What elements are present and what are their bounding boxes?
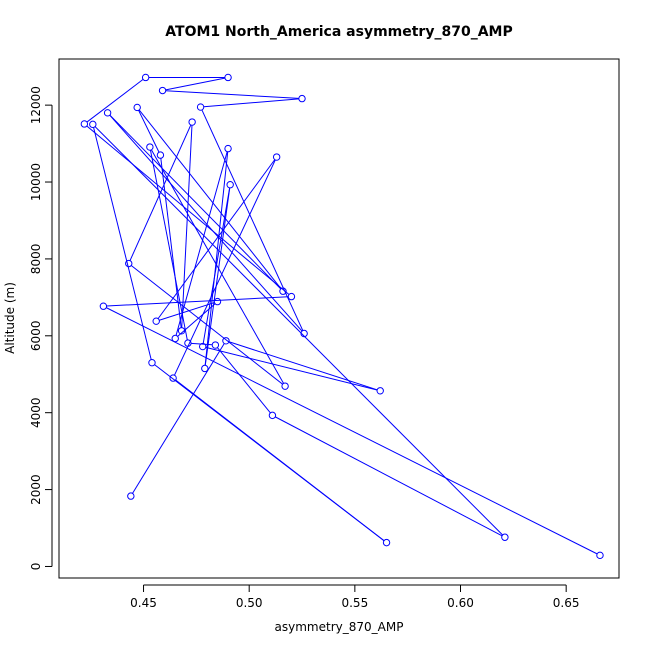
x-tick-label: 0.50 — [236, 596, 263, 610]
y-tick-label: 2000 — [29, 474, 43, 505]
series-segment — [106, 307, 598, 555]
data-point — [376, 387, 384, 395]
series-segment — [202, 187, 231, 344]
data-point — [125, 259, 133, 268]
data-point — [287, 292, 296, 301]
series-segment — [201, 109, 304, 331]
series-segment — [138, 109, 282, 290]
data-point — [127, 492, 135, 500]
data-point — [298, 94, 306, 103]
data-point — [279, 287, 287, 295]
series-segment — [93, 127, 152, 360]
series-segment — [165, 77, 226, 91]
data-point — [224, 144, 232, 153]
x-tick-label: 0.45 — [130, 596, 157, 610]
series-segment — [175, 151, 228, 336]
data-point — [226, 181, 234, 189]
series-segment — [94, 126, 503, 536]
y-tick-label: 10000 — [29, 163, 43, 201]
series-segment — [132, 343, 225, 494]
data-point — [146, 143, 154, 151]
series-segment — [109, 114, 282, 290]
data-point — [188, 118, 196, 126]
data-point — [158, 86, 167, 95]
y-tick-label: 0 — [29, 563, 43, 571]
series-segment — [106, 296, 289, 307]
data-point — [268, 411, 277, 420]
y-tick-label: 8000 — [29, 244, 43, 275]
series-segment — [191, 342, 213, 346]
series-segment — [174, 159, 276, 376]
chart-title: ATOM1 North_America asymmetry_870_AMP — [165, 24, 512, 40]
series-segment — [275, 416, 503, 537]
data-point — [272, 153, 281, 161]
data-point — [103, 109, 112, 117]
data-point — [222, 337, 230, 345]
data-point — [300, 329, 308, 338]
series-segment — [228, 341, 378, 391]
x-axis: 0.45 0.50 0.55 0.60 0.65 — [130, 584, 580, 610]
data-point — [196, 103, 205, 111]
series-segment — [151, 149, 284, 384]
series-group — [80, 73, 604, 560]
series-segment — [86, 78, 144, 123]
data-point — [169, 374, 177, 382]
data-point — [133, 103, 141, 112]
data-point — [171, 334, 179, 343]
data-point — [184, 339, 192, 347]
series-segment — [109, 114, 303, 332]
series-segment — [204, 151, 229, 366]
data-point — [199, 342, 207, 351]
data-point — [80, 120, 89, 128]
x-axis-label: asymmetry_870_AMP — [275, 620, 404, 634]
data-point — [501, 533, 509, 541]
x-tick-label: 0.65 — [553, 596, 580, 610]
data-point — [141, 73, 150, 82]
y-tick-label: 12000 — [29, 86, 43, 124]
data-point — [224, 73, 232, 82]
series-segment — [138, 110, 160, 153]
series-segment — [175, 379, 385, 542]
y-axis: 0 2000 4000 6000 8000 10000 12000 — [29, 86, 53, 571]
data-point — [201, 364, 209, 373]
series-segment — [217, 347, 271, 414]
data-point — [156, 151, 165, 159]
data-point — [99, 302, 108, 310]
series-segment — [203, 98, 299, 108]
data-point — [89, 120, 97, 129]
series-segment — [181, 125, 193, 328]
series-segment — [165, 90, 299, 99]
data-point — [148, 359, 156, 367]
series-segment — [149, 150, 188, 341]
data-point — [382, 538, 391, 547]
x-tick-label: 0.55 — [341, 596, 368, 610]
data-point — [281, 382, 289, 390]
y-tick-label: 4000 — [29, 397, 43, 428]
y-axis-label: Altitude (m) — [3, 282, 17, 354]
series-segment — [204, 187, 231, 366]
data-point — [152, 317, 160, 325]
plot-frame — [58, 58, 620, 579]
series-segment — [205, 346, 378, 391]
series-segment — [157, 159, 276, 319]
data-point — [177, 327, 186, 335]
data-point — [596, 551, 604, 560]
data-point — [211, 341, 220, 349]
x-tick-label: 0.60 — [447, 596, 474, 610]
series-segment — [159, 302, 215, 321]
series-segment — [130, 265, 283, 385]
series-segment — [160, 158, 182, 328]
y-tick-label: 6000 — [29, 321, 43, 352]
data-point — [213, 297, 222, 306]
